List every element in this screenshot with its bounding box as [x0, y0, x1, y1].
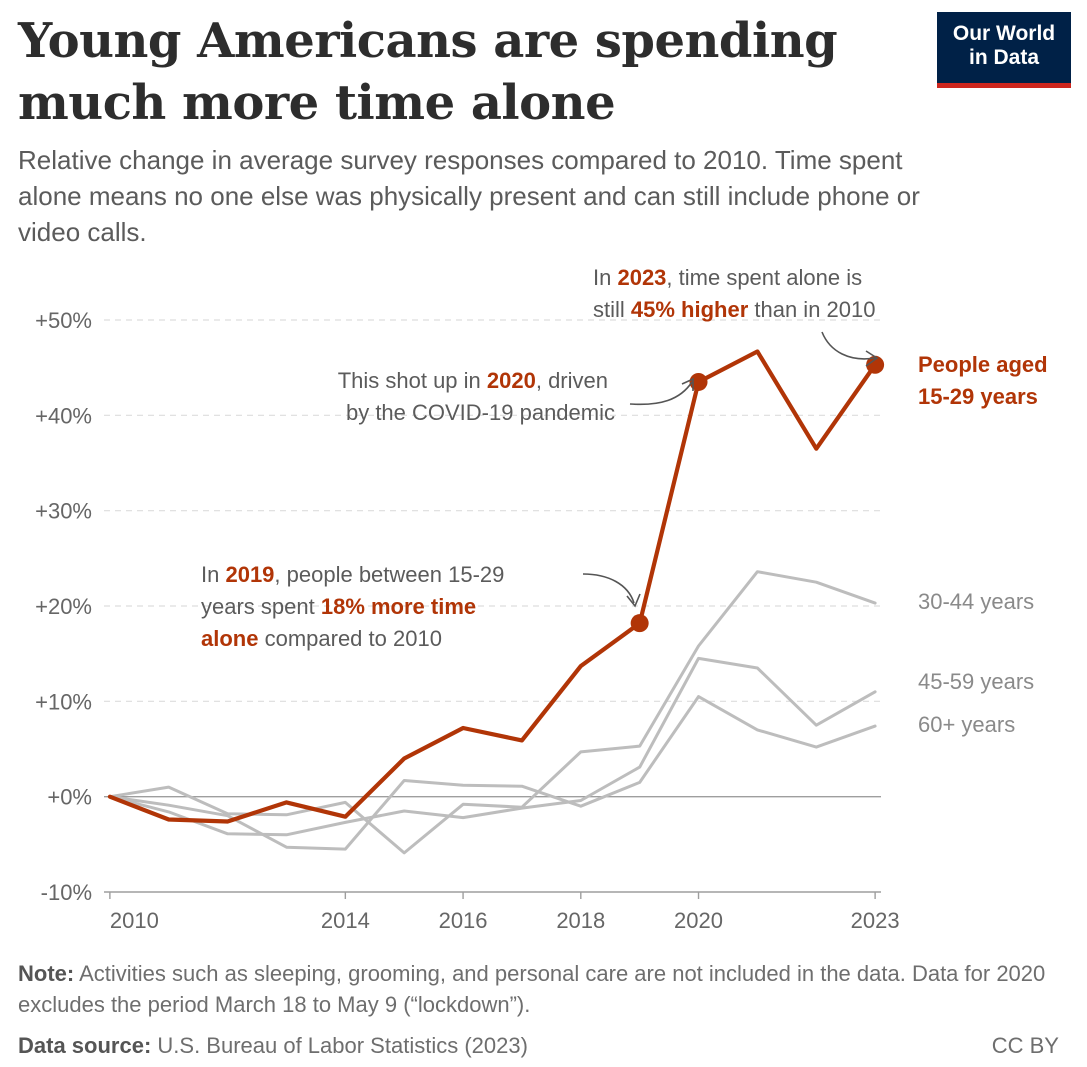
y-tick-label: +20% — [35, 594, 92, 619]
footer-source: Data source: U.S. Bureau of Labor Statis… — [18, 1033, 528, 1059]
annotation-2023-line-2: still 45% higher than in 2010 — [593, 297, 876, 322]
source-label: Data source: — [18, 1033, 152, 1058]
arrow-2020 — [629, 381, 693, 406]
x-tick-label: 2018 — [556, 908, 605, 933]
series-label-15-29-line-1: People aged — [918, 352, 1048, 377]
arrow-2019-head — [626, 593, 641, 608]
y-tick-label: +40% — [35, 403, 92, 428]
series-line-people-aged-15-29-years[interactable] — [107, 349, 878, 824]
y-tick-label: +50% — [35, 308, 92, 333]
x-tick-label: 2014 — [321, 908, 370, 933]
source-text: U.S. Bureau of Labor Statistics (2023) — [151, 1033, 528, 1058]
highlight-point-2020[interactable] — [689, 372, 708, 391]
annotation-2019-line-2: years spent 18% more time — [201, 594, 476, 619]
owid-logo[interactable]: Our World in Data — [937, 12, 1071, 88]
chart-subtitle: Relative change in average survey respon… — [18, 145, 920, 247]
y-tick-label: -10% — [41, 880, 92, 905]
series-labels: People aged 15-29 years 30-44 years 45-5… — [918, 352, 1048, 737]
highlight-point-2023[interactable] — [866, 355, 885, 374]
series-line-60-years[interactable] — [108, 695, 877, 851]
x-tick-label: 2010 — [110, 908, 159, 933]
license-link[interactable]: CC BY — [991, 1033, 1059, 1058]
note-text: Activities such as sleeping, grooming, a… — [18, 961, 1046, 1017]
annotation-arrows — [582, 331, 879, 608]
y-tick-label: +0% — [47, 785, 92, 810]
series-line-45-59-years[interactable] — [108, 656, 877, 837]
annotation-2020-line-1: This shot up in 2020, driven — [338, 368, 608, 393]
series-label-15-29-line-2: 15-29 years — [918, 384, 1038, 409]
highlight-point-2019[interactable] — [630, 614, 649, 633]
y-axis-ticks: -10% +0% +10% +20% +30% +40% +50% — [35, 308, 92, 905]
title-line-2: much more time alone — [18, 75, 616, 131]
series-label-30-44: 30-44 years — [918, 589, 1034, 614]
series-label-60-plus: 60+ years — [918, 712, 1015, 737]
arrow-2019 — [582, 573, 635, 604]
series-label-45-59: 45-59 years — [918, 669, 1034, 694]
title-line-1: Young Americans are spending — [18, 13, 838, 69]
annotations: In 2023, time spent alone is still 45% h… — [201, 265, 876, 651]
logo-line-1: Our World — [952, 22, 1056, 45]
x-tick-label: 2020 — [674, 908, 723, 933]
annotation-2020-line-2: by the COVID-19 pandemic — [346, 400, 615, 425]
arrow-2023-head — [865, 350, 879, 367]
arrow-2020-head — [681, 377, 694, 391]
x-tick-label: 2016 — [439, 908, 488, 933]
annotation-2019-line-3: alone compared to 2010 — [201, 626, 442, 651]
gridlines — [104, 319, 881, 798]
y-tick-label: +30% — [35, 499, 92, 524]
x-axis: 2010 2014 2016 2018 2020 2023 — [104, 891, 900, 933]
x-tick-label: 2023 — [851, 908, 900, 933]
chart-title: Young Americans are spending much more ti… — [18, 10, 878, 134]
logo-line-2: in Data — [968, 46, 1039, 69]
footer-note: Note: Activities such as sleeping, groom… — [18, 958, 1058, 1020]
note-label: Note: — [18, 961, 75, 986]
series-line-30-44-years[interactable] — [108, 570, 877, 855]
annotation-2019-line-1: In 2019, people between 15-29 — [201, 562, 504, 587]
series-lines — [107, 349, 885, 855]
annotation-2023-line-1: In 2023, time spent alone is — [593, 265, 862, 290]
arrow-2023 — [821, 331, 876, 360]
y-tick-label: +10% — [35, 689, 92, 714]
